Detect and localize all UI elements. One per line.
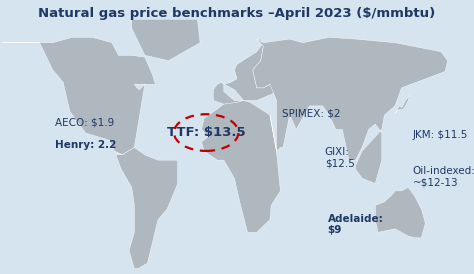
Text: TTF: $13.5: TTF: $13.5 bbox=[167, 126, 246, 139]
FancyBboxPatch shape bbox=[0, 19, 474, 274]
Polygon shape bbox=[116, 147, 178, 269]
Text: GIXI:
$12.5: GIXI: $12.5 bbox=[325, 147, 355, 169]
Text: Henry: 2.2: Henry: 2.2 bbox=[55, 140, 116, 150]
Text: JKM: $11.5: JKM: $11.5 bbox=[412, 130, 468, 140]
Polygon shape bbox=[201, 101, 281, 232]
Polygon shape bbox=[213, 39, 274, 106]
Text: Adelaide:
$9: Adelaide: $9 bbox=[328, 213, 383, 235]
Polygon shape bbox=[132, 19, 200, 61]
Text: AECO: $1.9: AECO: $1.9 bbox=[55, 117, 114, 127]
Polygon shape bbox=[3, 37, 155, 155]
Polygon shape bbox=[395, 95, 410, 113]
Text: Natural gas price benchmarks –April 2023 ($/mmbtu): Natural gas price benchmarks –April 2023… bbox=[38, 7, 436, 20]
Polygon shape bbox=[253, 37, 447, 184]
Polygon shape bbox=[375, 187, 425, 238]
Text: SPIMEX: $2: SPIMEX: $2 bbox=[282, 109, 340, 118]
Text: Oil-indexed:
~$12-13: Oil-indexed: ~$12-13 bbox=[412, 166, 474, 188]
